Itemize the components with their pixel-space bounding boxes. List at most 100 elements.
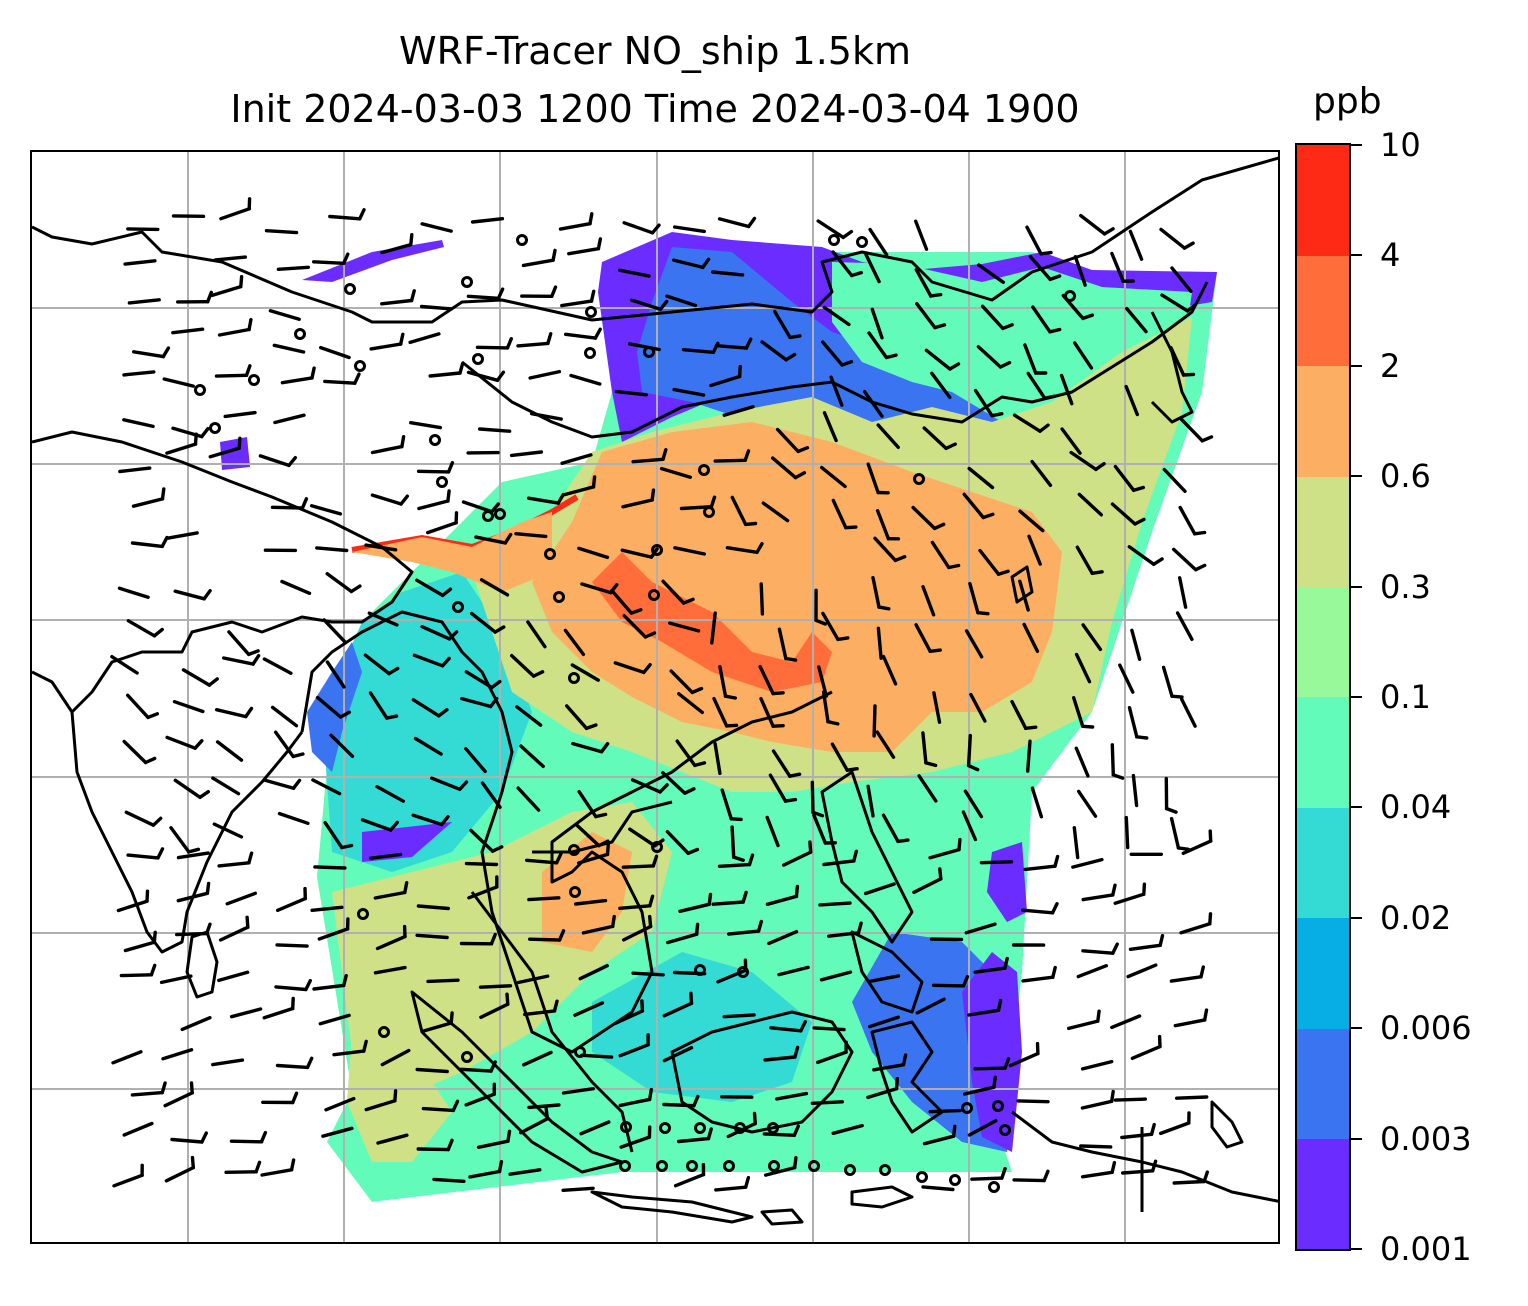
coastline-north-china: [32, 156, 1278, 324]
wind-barb: [1131, 773, 1139, 808]
wind-barb: [261, 1091, 299, 1105]
wind-barb: [565, 704, 598, 731]
wind-barb: [1081, 883, 1117, 902]
wind-barb: [574, 898, 608, 906]
wind-barb: [711, 270, 745, 277]
wind-barb: [1066, 1009, 1101, 1031]
wind-barb: [881, 813, 910, 844]
wind-barb: [375, 785, 405, 803]
wind-barb: [614, 389, 648, 397]
colorbar-tick-label: 10: [1380, 126, 1421, 164]
wind-barb: [1173, 1008, 1209, 1028]
wind-barb: [1175, 611, 1194, 641]
wind-barb: [665, 294, 698, 308]
wind-barb: [1018, 579, 1030, 612]
wind-barb: [661, 771, 696, 795]
wind-barb: [1080, 1089, 1115, 1110]
wind-barb: [876, 423, 900, 449]
wind-barb: [876, 626, 883, 660]
wind-barb: [373, 965, 407, 975]
colorbar-segment: [1297, 255, 1349, 367]
wind-barb: [180, 1016, 212, 1032]
wind-barb: [276, 265, 310, 272]
calm-wind-markers: [194, 234, 1076, 1193]
wind-barb: [763, 1045, 800, 1062]
wind-barb: [1177, 576, 1188, 609]
wind-barb: [875, 509, 901, 541]
coastline-india: [32, 430, 414, 714]
calm-marker: [584, 347, 596, 359]
wind-barb: [1172, 1170, 1210, 1185]
calm-marker: [767, 1122, 779, 1134]
wind-barb: [673, 225, 706, 234]
wind-barb: [872, 704, 877, 738]
calm-marker: [723, 1160, 735, 1172]
wind-barb: [714, 1175, 751, 1192]
wind-barb: [470, 216, 505, 224]
wind-barb: [1073, 254, 1087, 287]
wind-barb: [176, 881, 211, 903]
wind-barb: [1120, 1159, 1158, 1175]
colorbar-tick: [1350, 475, 1362, 478]
wind-barb: [963, 1075, 997, 1096]
wind-barb: [922, 426, 957, 451]
wind-barb: [1079, 213, 1115, 236]
coastline-gulf: [532, 800, 673, 854]
wind-barb: [775, 1091, 809, 1101]
wind-barb: [710, 611, 717, 645]
wind-barb: [872, 1053, 908, 1072]
wind-barb: [962, 492, 995, 520]
calm-marker: [992, 1100, 1004, 1112]
wind-barb: [1169, 346, 1196, 377]
calm-marker: [569, 886, 581, 898]
wind-barb: [914, 267, 943, 298]
wind-barb: [527, 896, 561, 902]
wind-barb: [325, 572, 362, 594]
wind-barb: [480, 781, 502, 809]
wind-barb: [816, 219, 854, 240]
wind-barb: [665, 830, 700, 855]
wind-barb: [470, 611, 506, 634]
wind-barb: [812, 1026, 846, 1032]
calm-marker: [553, 591, 565, 603]
wind-barb: [1171, 547, 1207, 572]
wind-barb: [631, 448, 668, 464]
wind-barb: [317, 917, 350, 941]
wind-barb: [863, 882, 896, 896]
wind-barb: [672, 387, 706, 397]
calm-marker: [988, 1181, 1000, 1193]
wind-barb: [775, 427, 810, 454]
wind-barb: [159, 974, 193, 985]
wind-barb: [722, 404, 755, 417]
wind-barb: [1071, 857, 1104, 869]
colorbar-segment: [1297, 807, 1349, 919]
wind-barb: [1072, 826, 1080, 860]
wind-barb: [677, 692, 704, 715]
wind-barb: [630, 778, 669, 794]
wind-barb: [1128, 933, 1165, 951]
wind-barb: [921, 731, 938, 768]
colorbar-tick-label: 4: [1380, 236, 1401, 275]
wind-barb: [662, 1046, 694, 1063]
colorbar-tick-label: 0.04: [1380, 788, 1452, 827]
calm-marker: [999, 1124, 1011, 1136]
wind-barb: [765, 884, 800, 906]
wind-barb: [172, 700, 205, 714]
colorbar-tick: [1350, 1248, 1362, 1250]
wind-barb: [866, 784, 875, 818]
colorbar-tick-label: 0.6: [1380, 457, 1431, 496]
wind-barb: [714, 337, 753, 350]
wind-barb: [914, 623, 942, 653]
wind-barb: [117, 586, 150, 599]
wind-barb: [1113, 464, 1146, 492]
wind-barb: [875, 730, 896, 759]
wind-barb: [980, 304, 1014, 331]
wind-barb: [709, 364, 742, 388]
wind-barb: [479, 578, 510, 597]
colorbar-segment: [1297, 145, 1349, 256]
wind-barb: [280, 366, 316, 385]
wind-barb: [1124, 384, 1140, 417]
wind-barb: [419, 304, 454, 311]
wind-barb: [621, 488, 656, 509]
wind-barb: [930, 540, 961, 570]
